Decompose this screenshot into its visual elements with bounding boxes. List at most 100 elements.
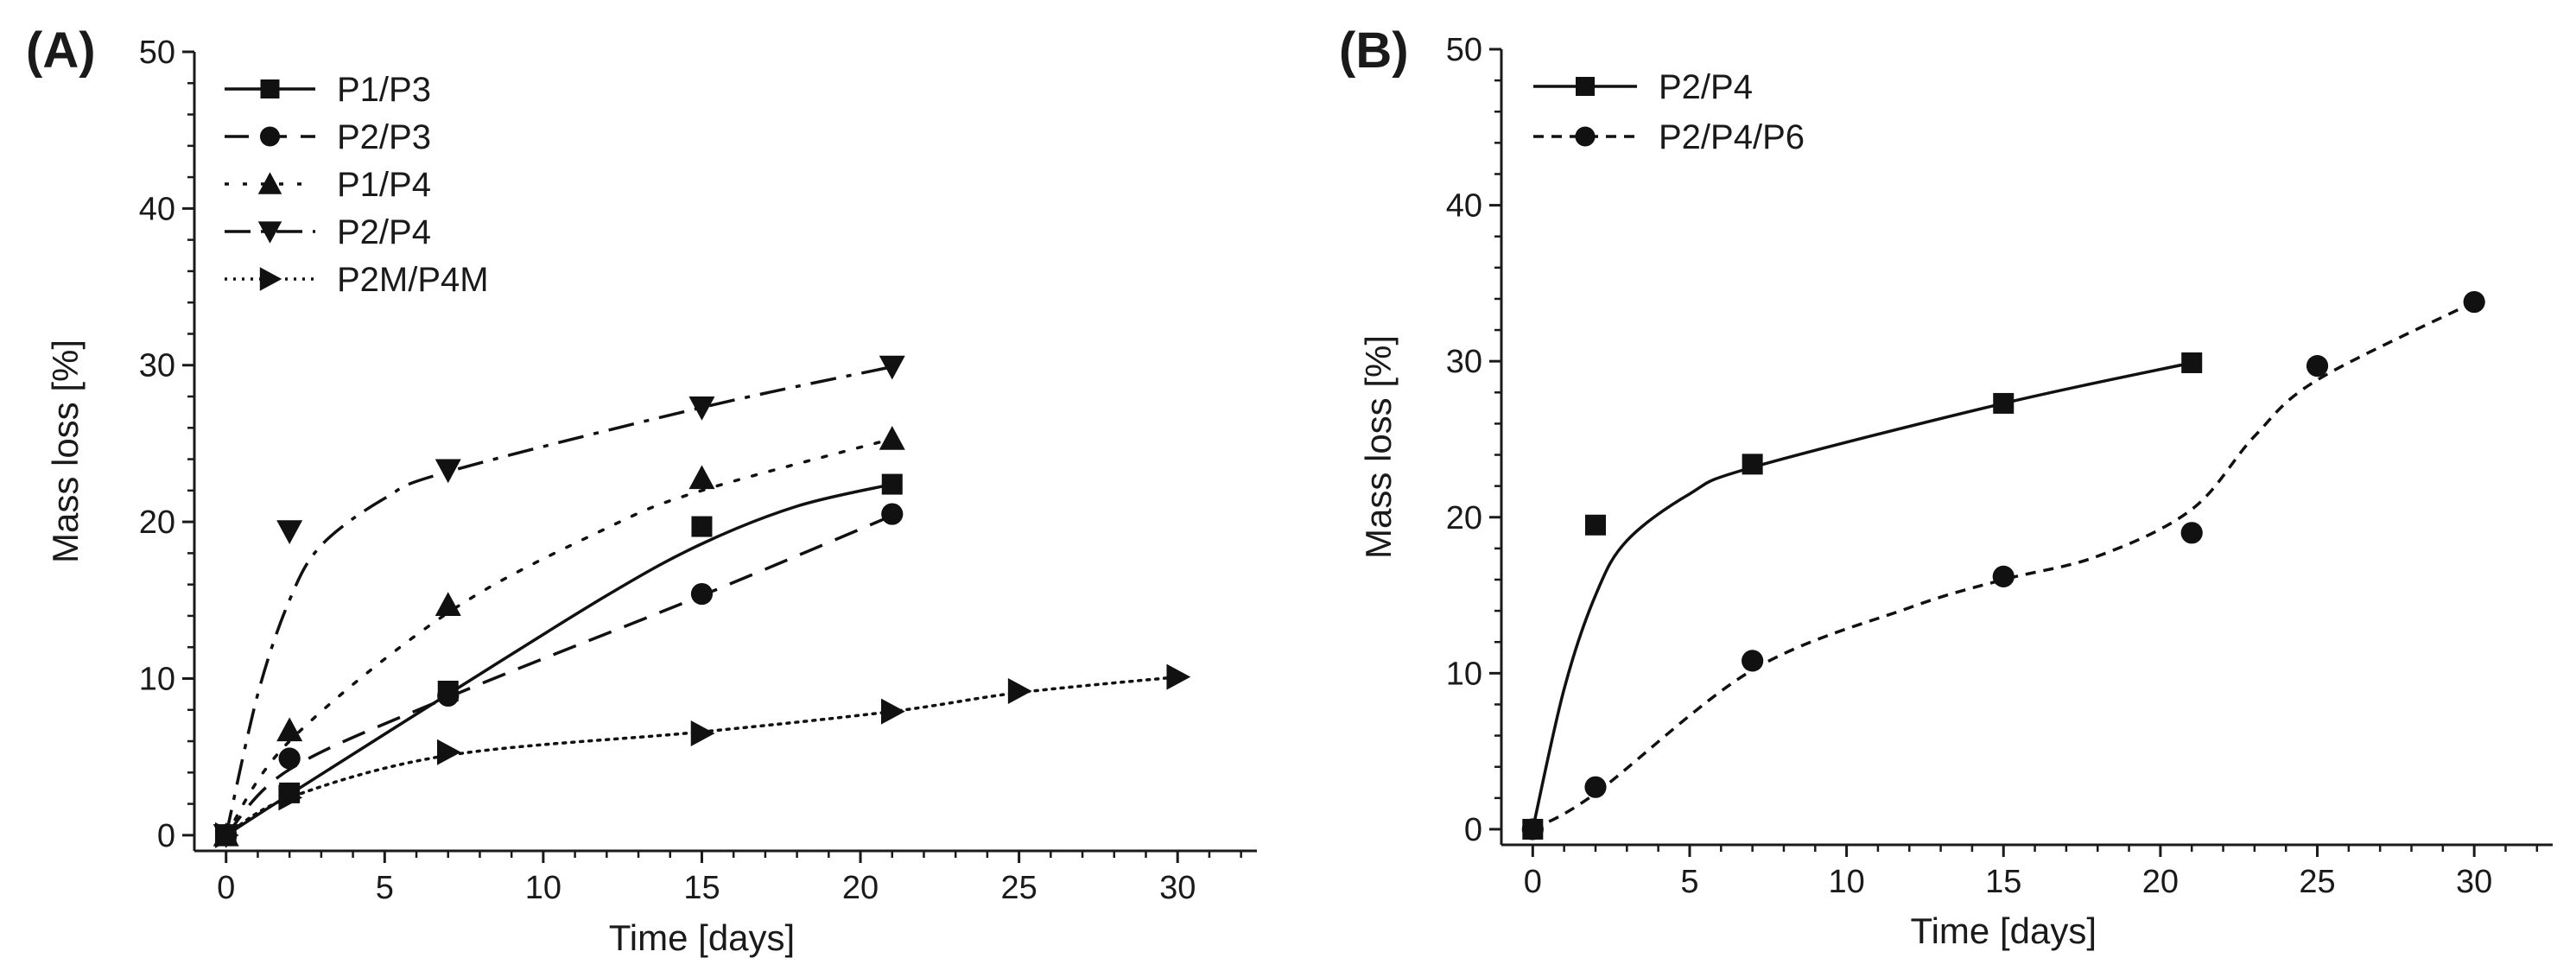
y-tick-label: 10 xyxy=(139,661,175,697)
series-line xyxy=(225,514,893,837)
panel-a: (A) 0 10 20 30 40 50 0 5 10 15 20 25 30 Time [days] Mas… xyxy=(26,22,1257,958)
y-tick-label: 20 xyxy=(139,504,175,541)
data-point xyxy=(688,465,715,490)
data-point xyxy=(435,592,461,616)
data-point xyxy=(1992,565,2014,587)
legend-entry: P2/P4/P6 xyxy=(1533,118,1805,156)
data-point xyxy=(1521,818,1544,841)
legend-entry: P2/P3 xyxy=(225,118,431,156)
series-line xyxy=(1531,361,2192,830)
y-tick-label: 30 xyxy=(139,348,175,384)
legend-label: P2/P4 xyxy=(337,213,431,251)
data-point xyxy=(691,516,713,537)
x-tick-label: 10 xyxy=(525,870,562,906)
y-tick-label: 10 xyxy=(1446,656,1482,692)
legend-marker xyxy=(1575,126,1596,147)
legend-marker xyxy=(260,79,280,98)
series-p2-p4 xyxy=(1522,352,2203,840)
legend-label: P1/P3 xyxy=(337,71,431,109)
panel-b: (B) 0 10 20 30 40 50 0 5 10 15 20 25 30 Time [days] Mas… xyxy=(1339,22,2553,951)
x-tick-label: 15 xyxy=(683,870,720,906)
y-tick-label: 50 xyxy=(1446,32,1482,68)
y-tick-label: 0 xyxy=(1464,812,1482,848)
data-point xyxy=(1993,392,2014,414)
data-point xyxy=(1166,663,1191,690)
legend-label: P2/P4/P6 xyxy=(1659,118,1805,156)
x-tick-label: 0 xyxy=(1524,864,1542,900)
legend-marker xyxy=(257,172,282,194)
series-p1-p3 xyxy=(215,473,903,846)
legend-marker xyxy=(1576,77,1595,96)
legend-marker xyxy=(257,221,282,244)
x-tick-label: 0 xyxy=(217,870,235,906)
data-point xyxy=(278,747,301,770)
series-p2-p4-p6 xyxy=(1521,290,2485,841)
legend-label: P2/P4 xyxy=(1659,68,1753,106)
series-line xyxy=(224,675,1179,837)
x-axis-title: Time [days] xyxy=(1911,910,2097,951)
data-point xyxy=(278,784,303,811)
data-point xyxy=(1742,650,1764,672)
y-tick-label: 20 xyxy=(1446,500,1482,536)
panel-label: (A) xyxy=(26,22,96,79)
x-tick-label: 25 xyxy=(1000,870,1037,906)
data-point xyxy=(881,503,904,525)
data-point xyxy=(690,720,715,746)
data-point xyxy=(690,582,714,606)
data-point xyxy=(276,520,303,544)
x-tick-label: 5 xyxy=(376,870,394,906)
data-point xyxy=(214,822,239,848)
legend-label: P2/P3 xyxy=(337,118,431,156)
data-point xyxy=(688,396,715,421)
data-point xyxy=(2306,354,2329,377)
y-tick-label: 40 xyxy=(139,191,175,227)
data-point xyxy=(435,459,461,484)
data-point xyxy=(276,717,303,742)
data-point xyxy=(879,425,905,450)
legend-entry: P2M/P4M xyxy=(225,261,489,299)
series-line xyxy=(1532,301,2475,831)
x-tick-label: 20 xyxy=(2142,864,2179,900)
x-tick-label: 5 xyxy=(1680,864,1698,900)
data-point xyxy=(879,355,905,380)
x-tick-label: 30 xyxy=(2456,864,2492,900)
data-point xyxy=(1584,514,1606,536)
data-point xyxy=(1007,678,1032,704)
series-p2m-p4m xyxy=(214,663,1191,848)
x-tick-label: 20 xyxy=(842,870,879,906)
x-tick-label: 10 xyxy=(1828,864,1864,900)
x-tick-label: 30 xyxy=(1159,870,1196,906)
data-point xyxy=(437,684,460,707)
legend-entry: P2/P4 xyxy=(225,213,431,251)
data-point xyxy=(2181,352,2203,373)
x-axis-title: Time [days] xyxy=(609,917,796,958)
x-tick-label: 15 xyxy=(1985,864,2021,900)
legend-label: P2M/P4M xyxy=(337,261,489,299)
legend-entry: P1/P3 xyxy=(225,71,431,109)
data-point xyxy=(1742,454,1763,475)
data-point xyxy=(2180,522,2203,544)
y-axis-title: Mass loss [%] xyxy=(1358,335,1399,559)
panel-label: (B) xyxy=(1339,22,1409,79)
series-line xyxy=(224,365,893,836)
legend-marker xyxy=(259,267,282,291)
series-line xyxy=(224,437,894,837)
legend-entry: P1/P4 xyxy=(225,166,431,204)
y-tick-label: 0 xyxy=(157,818,175,854)
legend-entry: P2/P4 xyxy=(1533,68,1753,106)
legend-label: P1/P4 xyxy=(337,166,431,204)
data-point xyxy=(436,739,461,765)
series-p2-p3 xyxy=(215,503,904,847)
data-point xyxy=(881,698,905,725)
series-p1-p4 xyxy=(213,425,905,847)
series-p2-p4 xyxy=(213,355,905,848)
y-tick-label: 30 xyxy=(1446,344,1482,380)
series-line xyxy=(225,482,893,837)
data-point xyxy=(881,473,903,495)
data-point xyxy=(1584,776,1607,798)
y-tick-label: 50 xyxy=(139,35,175,71)
y-axis-title: Mass loss [%] xyxy=(45,339,86,563)
data-point xyxy=(2463,290,2485,314)
y-tick-label: 40 xyxy=(1446,188,1482,225)
